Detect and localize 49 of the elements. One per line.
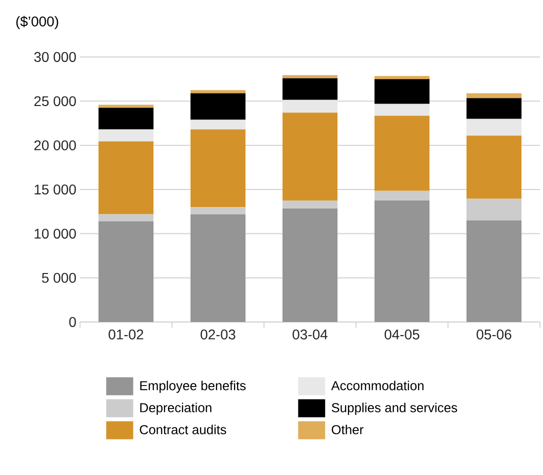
bar: [98, 129, 154, 142]
y-tick-label: 0: [69, 317, 76, 327]
legend-label: Employee benefits: [140, 380, 246, 393]
bar: [374, 76, 430, 80]
x-tick-label: 01-02: [108, 330, 144, 340]
x-tick-label: 05-06: [476, 330, 512, 340]
x-tick-label: 02-03: [200, 330, 236, 340]
bar: [98, 104, 154, 108]
bar: [190, 207, 246, 214]
bar: [98, 141, 154, 214]
y-tick-label: 30 000: [34, 52, 76, 62]
y-tick-label: 25 000: [34, 96, 76, 106]
bar: [374, 104, 430, 116]
bar: [282, 75, 338, 78]
legend-label: Accommodation: [331, 380, 424, 390]
x-tick-label: 03-04: [292, 330, 328, 340]
bar: [190, 129, 246, 208]
y-axis-title: ($’000): [16, 16, 58, 30]
bar: [190, 214, 246, 322]
bar: [282, 100, 338, 113]
bar: [466, 136, 522, 199]
y-tick-label: 10 000: [34, 228, 76, 239]
bar: [282, 78, 338, 100]
bar: [282, 208, 338, 322]
legend-label: Depreciation: [140, 402, 212, 415]
y-tick-label: 15 000: [34, 184, 76, 194]
legend-label: Supplies and services: [332, 402, 458, 415]
y-tick-label: 5 000: [42, 272, 76, 283]
bar: [466, 220, 522, 322]
bar: [466, 98, 522, 119]
bar: [98, 108, 154, 130]
bar: [190, 90, 246, 94]
bar: [466, 93, 522, 98]
bar: [98, 214, 154, 222]
bar: [190, 93, 246, 120]
legend-label: Contract audits: [140, 424, 226, 434]
bar: [282, 200, 338, 208]
bar: [190, 120, 246, 130]
legend-label: Other: [332, 424, 364, 434]
bar: [374, 200, 430, 322]
bar: [98, 221, 154, 322]
bar: [374, 190, 430, 201]
bar: [374, 79, 430, 104]
y-tick-label: 20 000: [34, 140, 76, 150]
bar: [374, 116, 430, 191]
x-tick-label: 04-05: [384, 330, 420, 340]
bar: [282, 112, 338, 201]
bar: [466, 118, 522, 136]
bar: [466, 198, 522, 220]
